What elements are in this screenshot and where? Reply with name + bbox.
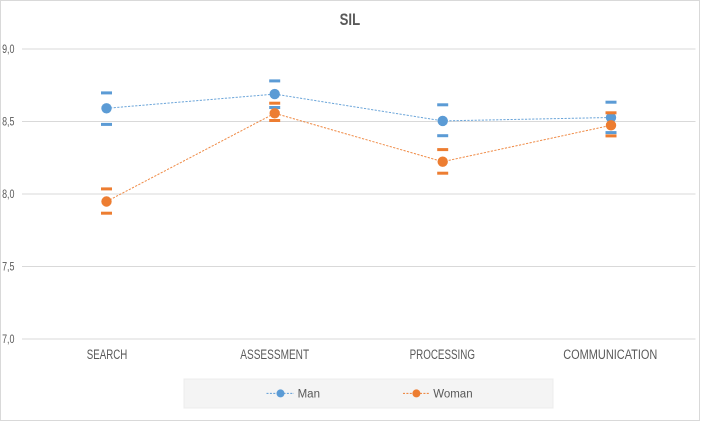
svg-text:7,5: 7,5 xyxy=(2,262,14,274)
svg-text:PROCESSING: PROCESSING xyxy=(410,347,475,362)
svg-text:ASSESSMENT: ASSESSMENT xyxy=(240,347,309,362)
svg-text:SEARCH: SEARCH xyxy=(87,347,128,362)
svg-text:8,0: 8,0 xyxy=(2,189,14,201)
svg-text:8,5: 8,5 xyxy=(2,117,14,129)
svg-text:7,0: 7,0 xyxy=(2,334,14,346)
svg-text:COMMUNICATION: COMMUNICATION xyxy=(563,347,657,362)
svg-text:SIL: SIL xyxy=(340,10,361,29)
svg-text:Man: Man xyxy=(298,388,320,400)
svg-text:Woman: Woman xyxy=(433,388,472,400)
svg-text:9,0: 9,0 xyxy=(2,44,14,56)
